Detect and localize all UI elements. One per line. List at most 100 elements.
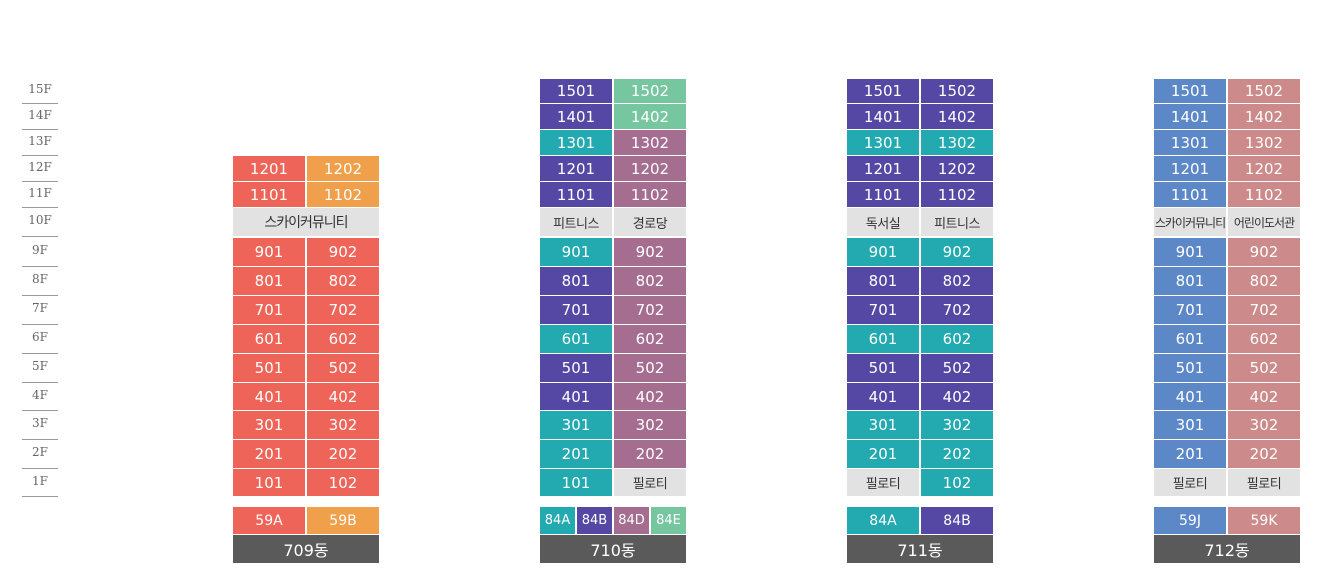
unit-cell: 1201 <box>540 156 612 181</box>
floor-label: 7F <box>22 296 58 325</box>
floor-label: 6F <box>22 325 58 354</box>
unit-cell: 401 <box>847 383 919 410</box>
unit-cell: 1101 <box>540 182 612 207</box>
unit-cell: 801 <box>1154 267 1226 295</box>
unit-cell: 301 <box>1154 411 1226 439</box>
unit-cell: 902 <box>307 238 379 266</box>
unit-cell: 502 <box>1228 354 1300 382</box>
unit-cell: 802 <box>614 267 686 295</box>
unit-cell: 701 <box>233 296 305 324</box>
unit-cell: 1502 <box>921 79 993 103</box>
unit-cell: 1101 <box>233 182 305 207</box>
unit-cell: 1501 <box>1154 79 1226 103</box>
floor-label: 4F <box>22 383 58 411</box>
floor-label: 12F <box>22 156 58 182</box>
unit-cell: 1402 <box>1228 104 1300 129</box>
unit-type-badge: 84D <box>614 507 649 534</box>
unit-cell: 1402 <box>921 104 993 129</box>
unit-cell: 401 <box>540 383 612 410</box>
facility-cell: 피트니스 <box>540 208 612 236</box>
unit-cell: 402 <box>1228 383 1300 410</box>
unit-cell: 801 <box>540 267 612 295</box>
unit-cell: 702 <box>307 296 379 324</box>
unit-cell: 202 <box>1228 440 1300 468</box>
unit-cell: 101 <box>233 469 305 496</box>
unit-cell: 902 <box>921 238 993 266</box>
facility-cell: 스카이커뮤니티 <box>1154 208 1226 236</box>
unit-cell: 501 <box>233 354 305 382</box>
unit-cell: 201 <box>1154 440 1226 468</box>
building-name-label: 710동 <box>540 535 686 563</box>
unit-cell: 701 <box>540 296 612 324</box>
unit-cell: 1101 <box>1154 182 1226 207</box>
unit-cell: 302 <box>614 411 686 439</box>
unit-type-badge: 59A <box>233 507 305 534</box>
unit-type-badge: 84E <box>651 507 686 534</box>
unit-cell: 802 <box>1228 267 1300 295</box>
unit-cell: 1202 <box>614 156 686 181</box>
unit-cell: 102 <box>307 469 379 496</box>
facility-cell: 경로당 <box>614 208 686 236</box>
unit-cell: 701 <box>847 296 919 324</box>
unit-cell: 1102 <box>921 182 993 207</box>
building-name-label: 709동 <box>233 535 379 563</box>
facility-cell: 필로티 <box>1228 469 1300 496</box>
unit-type-badge: 84B <box>921 507 993 534</box>
unit-cell: 1401 <box>1154 104 1226 129</box>
unit-cell: 601 <box>233 325 305 353</box>
unit-cell: 801 <box>847 267 919 295</box>
unit-type-badge: 84A <box>847 507 919 534</box>
unit-cell: 1202 <box>921 156 993 181</box>
unit-cell: 601 <box>847 325 919 353</box>
unit-cell: 1301 <box>1154 130 1226 155</box>
unit-type-badge: 84B <box>577 507 612 534</box>
unit-cell: 1302 <box>614 130 686 155</box>
unit-cell: 802 <box>921 267 993 295</box>
floor-label: 13F <box>22 130 58 156</box>
floor-label: 3F <box>22 411 58 440</box>
facility-cell: 필로티 <box>614 469 686 496</box>
unit-cell: 1101 <box>847 182 919 207</box>
facility-cell: 필로티 <box>1154 469 1226 496</box>
unit-cell: 302 <box>921 411 993 439</box>
facility-cell: 어린이도서관 <box>1228 208 1300 236</box>
facility-cell: 피트니스 <box>921 208 993 236</box>
unit-cell: 1102 <box>1228 182 1300 207</box>
unit-cell: 101 <box>540 469 612 496</box>
unit-cell: 402 <box>307 383 379 410</box>
floor-label: 15F <box>22 79 58 104</box>
unit-cell: 201 <box>847 440 919 468</box>
unit-cell: 602 <box>921 325 993 353</box>
unit-cell: 1301 <box>540 130 612 155</box>
unit-cell: 1201 <box>847 156 919 181</box>
unit-cell: 401 <box>1154 383 1226 410</box>
unit-cell: 302 <box>1228 411 1300 439</box>
unit-cell: 502 <box>307 354 379 382</box>
unit-cell: 1502 <box>1228 79 1300 103</box>
unit-cell: 501 <box>847 354 919 382</box>
unit-cell: 802 <box>307 267 379 295</box>
unit-cell: 502 <box>614 354 686 382</box>
unit-cell: 901 <box>1154 238 1226 266</box>
floor-label: 11F <box>22 182 58 208</box>
building-name-label: 711동 <box>847 535 993 563</box>
unit-cell: 601 <box>540 325 612 353</box>
unit-cell: 1202 <box>1228 156 1300 181</box>
unit-cell: 1302 <box>921 130 993 155</box>
unit-cell: 901 <box>233 238 305 266</box>
unit-cell: 701 <box>1154 296 1226 324</box>
unit-cell: 302 <box>307 411 379 439</box>
unit-type-badge: 59J <box>1154 507 1226 534</box>
unit-cell: 1202 <box>307 156 379 181</box>
floor-label: 9F <box>22 238 58 267</box>
floor-label: 5F <box>22 354 58 383</box>
unit-cell: 102 <box>921 469 993 496</box>
facility-cell: 독서실 <box>847 208 919 236</box>
building-name-label: 712동 <box>1154 535 1300 563</box>
unit-cell: 1401 <box>847 104 919 129</box>
unit-cell: 502 <box>921 354 993 382</box>
unit-cell: 801 <box>233 267 305 295</box>
unit-cell: 702 <box>1228 296 1300 324</box>
unit-cell: 702 <box>921 296 993 324</box>
unit-cell: 602 <box>614 325 686 353</box>
